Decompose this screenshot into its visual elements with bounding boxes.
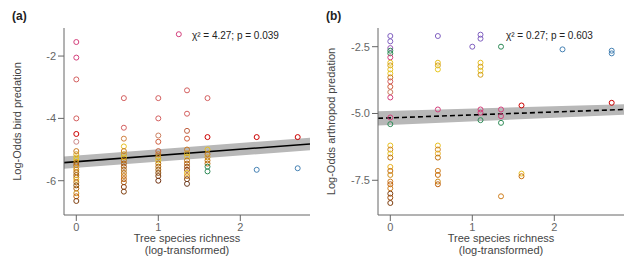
- svg-text:1: 1: [469, 221, 475, 233]
- svg-text:-2.5: -2.5: [351, 41, 370, 53]
- svg-text:0: 0: [387, 221, 393, 233]
- html-text:χ² = 4.27; p = 0.039: χ² = 4.27; p = 0.039: [191, 30, 279, 41]
- svg-text:-2: -2: [46, 50, 56, 62]
- svg-text:Log-Odds bird predation: Log-Odds bird predation: [11, 62, 23, 181]
- svg-text:-6: -6: [46, 175, 56, 187]
- svg-text:-4: -4: [46, 112, 56, 124]
- svg-text:Tree species richness(log-tran: Tree species richness(log-transformed): [448, 232, 555, 256]
- svg-text:2: 2: [237, 221, 243, 233]
- html-text:(b): (b): [326, 9, 342, 23]
- svg-text:Tree species richness(log-tran: Tree species richness(log-transformed): [134, 232, 241, 256]
- html-text:(a): (a): [12, 9, 27, 23]
- svg-text:2: 2: [551, 221, 557, 233]
- svg-text:0: 0: [73, 221, 79, 233]
- svg-text:-5.0: -5.0: [351, 107, 370, 119]
- svg-text:Log-Odds arthropod predation: Log-Odds arthropod predation: [325, 48, 337, 195]
- html-text:χ² = 0.27; p = 0.603: χ² = 0.27; p = 0.603: [505, 30, 593, 41]
- svg-text:1: 1: [155, 221, 161, 233]
- svg-text:-7.5: -7.5: [351, 174, 370, 186]
